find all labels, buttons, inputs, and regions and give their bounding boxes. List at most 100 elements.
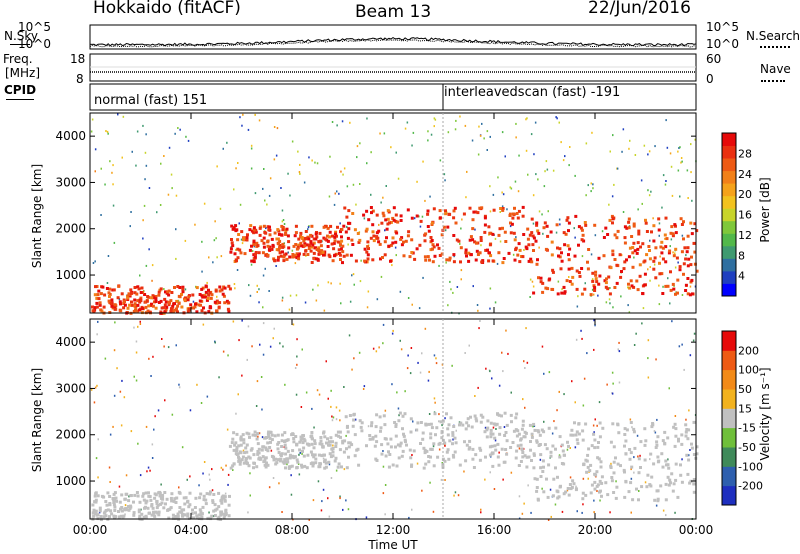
echo-band-cell xyxy=(314,246,317,250)
echo-speckle xyxy=(525,149,528,152)
echo-band-cell xyxy=(368,434,372,437)
echo-speckle xyxy=(444,417,446,420)
echo-band-cell xyxy=(436,455,440,459)
echo-band-cell xyxy=(242,236,246,240)
echo-band-cell xyxy=(239,438,243,442)
echo-band-cell xyxy=(124,492,128,496)
echo-band-cell xyxy=(133,286,137,289)
echo-speckle xyxy=(189,475,191,478)
echo-speckle xyxy=(656,418,658,421)
echo-speckle xyxy=(612,382,614,385)
echo-band-cell xyxy=(247,464,251,468)
echo-band-cell xyxy=(600,481,604,485)
echo-band-cell xyxy=(676,278,680,282)
echo-band-cell xyxy=(247,432,251,436)
echo-speckle xyxy=(130,430,133,433)
echo-speckle xyxy=(273,327,275,330)
echo-band-cell xyxy=(319,462,322,466)
echo-speckle xyxy=(424,327,427,330)
echo-band-cell xyxy=(309,240,313,244)
echo-band-cell xyxy=(544,286,548,290)
echo-band-cell xyxy=(546,495,550,499)
echo-speckle xyxy=(477,309,479,312)
echo-band-cell xyxy=(161,497,165,501)
echo-speckle xyxy=(96,384,98,387)
echo-speckle xyxy=(363,385,366,388)
echo-speckle xyxy=(489,135,491,138)
echo-band-cell xyxy=(278,246,281,250)
echo-band-cell xyxy=(142,492,146,496)
echo-band-cell xyxy=(521,455,525,459)
echo-band-cell xyxy=(631,246,635,249)
echo-speckle xyxy=(384,484,387,486)
echo-band-cell xyxy=(410,216,414,220)
echo-band-cell xyxy=(199,492,203,496)
echo-speckle xyxy=(356,156,358,159)
echo-speckle xyxy=(159,204,162,206)
echo-band-cell xyxy=(615,236,619,240)
echo-band-cell xyxy=(529,448,532,452)
echo-speckle xyxy=(305,254,307,257)
echo-band-cell xyxy=(143,293,147,296)
echo-speckle xyxy=(174,132,176,135)
echo-band-cell xyxy=(430,239,434,242)
echo-speckle xyxy=(665,119,667,122)
echo-band-cell xyxy=(250,259,254,263)
echo-band-cell xyxy=(584,493,588,497)
echo-band-cell xyxy=(479,413,483,417)
echo-band-cell xyxy=(339,243,342,247)
echo-speckle xyxy=(235,412,237,415)
echo-band-cell xyxy=(198,496,202,500)
echo-speckle xyxy=(517,190,520,193)
echo-band-cell xyxy=(110,298,114,302)
echo-band-cell xyxy=(239,251,243,255)
echo-band-cell xyxy=(419,421,423,424)
echo-band-cell xyxy=(493,436,497,440)
echo-band-cell xyxy=(167,300,171,304)
echo-band-cell xyxy=(575,269,579,273)
echo-band-cell xyxy=(630,465,634,469)
echo-band-cell xyxy=(479,239,483,242)
echo-band-cell xyxy=(648,257,652,261)
echo-speckle xyxy=(328,195,331,198)
echo-speckle xyxy=(557,280,560,283)
echo-band-cell xyxy=(384,454,388,458)
echo-band-cell xyxy=(345,215,349,219)
echo-speckle xyxy=(548,371,551,374)
echo-band-cell xyxy=(352,413,356,417)
echo-speckle xyxy=(494,301,497,304)
echo-band-cell xyxy=(303,242,307,246)
echo-band-cell xyxy=(317,252,321,256)
echo-speckle xyxy=(382,450,384,452)
echo-speckle xyxy=(597,294,599,297)
echo-band-cell xyxy=(252,231,256,235)
echo-band-cell xyxy=(286,460,290,464)
nsky-label: N.Sky xyxy=(4,29,39,43)
echo-band-cell xyxy=(501,261,505,265)
echo-band-cell xyxy=(577,271,581,274)
echo-band-cell xyxy=(340,239,344,243)
echo-speckle xyxy=(219,207,222,210)
echo-band-cell xyxy=(593,289,597,292)
echo-band-cell xyxy=(535,440,539,444)
echo-speckle xyxy=(574,401,576,404)
y-tick-label: 1000 xyxy=(55,474,86,488)
echo-band-cell xyxy=(615,485,619,489)
echo-band-cell xyxy=(566,216,570,220)
echo-speckle xyxy=(218,376,220,379)
echo-band-cell xyxy=(692,482,696,486)
echo-speckle xyxy=(456,286,459,288)
echo-band-cell xyxy=(134,308,137,312)
echo-band-cell xyxy=(153,492,157,496)
echo-band-cell xyxy=(152,296,156,300)
echo-band-cell xyxy=(693,222,697,226)
echo-band-cell xyxy=(304,236,308,240)
echo-band-cell xyxy=(533,428,537,432)
echo-band-cell xyxy=(455,238,459,242)
echo-band-cell xyxy=(310,245,314,249)
echo-band-cell xyxy=(400,236,404,240)
echo-speckle xyxy=(680,157,683,159)
echo-speckle xyxy=(222,468,224,471)
echo-band-cell xyxy=(393,421,397,424)
echo-band-cell xyxy=(246,233,249,237)
